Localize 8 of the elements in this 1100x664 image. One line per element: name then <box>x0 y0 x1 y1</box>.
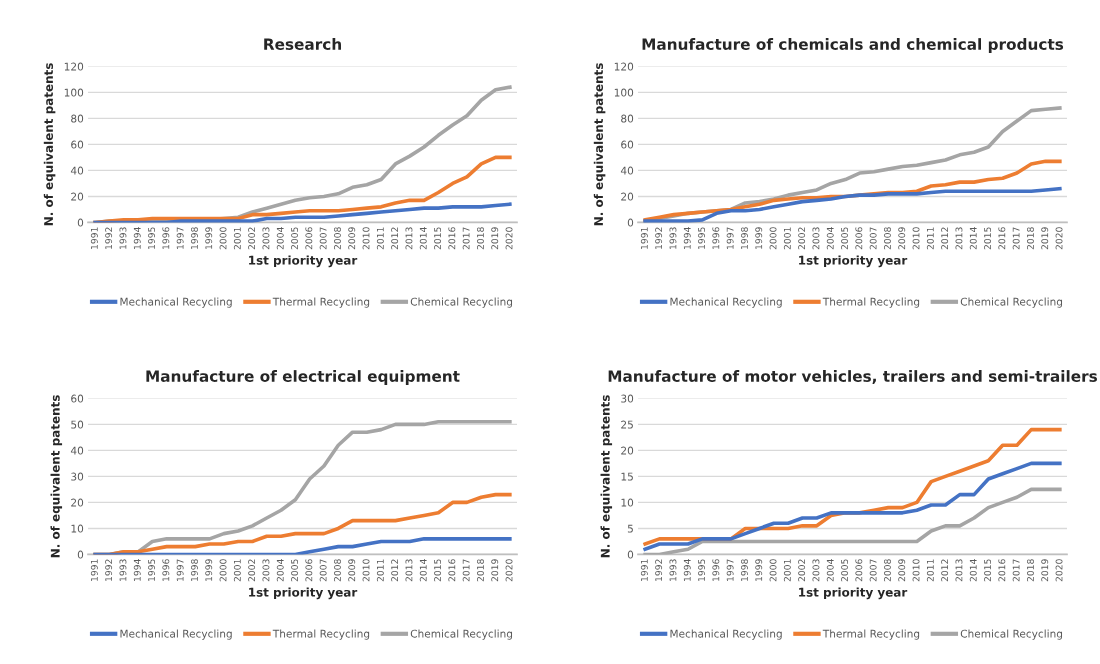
line-series <box>643 427 1062 546</box>
line-series <box>643 461 1062 552</box>
line-series <box>93 537 512 555</box>
line-series <box>93 155 512 223</box>
line-series <box>93 202 512 223</box>
line-series <box>643 487 1062 555</box>
line-series <box>643 186 1062 223</box>
line-series <box>643 159 1062 222</box>
